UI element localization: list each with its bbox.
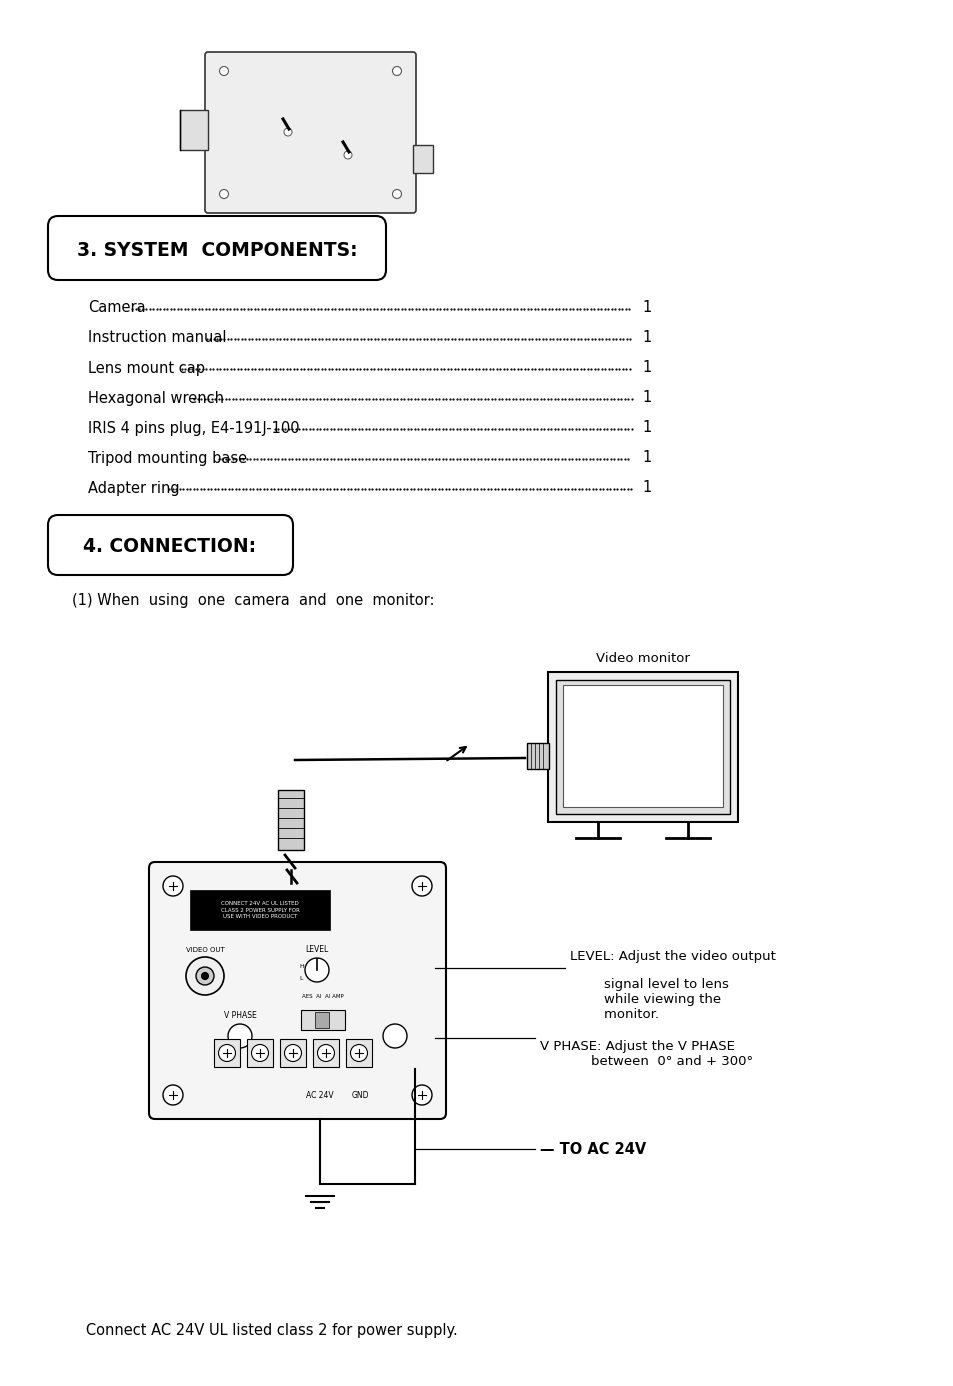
Circle shape	[317, 1045, 335, 1062]
Circle shape	[344, 151, 352, 159]
Circle shape	[218, 1045, 235, 1062]
Circle shape	[350, 1045, 367, 1062]
Text: IRIS 4 pins plug, E4-191J-100: IRIS 4 pins plug, E4-191J-100	[88, 420, 299, 435]
Text: Tripod mounting base: Tripod mounting base	[88, 450, 247, 466]
Text: 1: 1	[641, 330, 651, 345]
Text: V PHASE: V PHASE	[223, 1012, 256, 1020]
Text: 1: 1	[641, 360, 651, 376]
Circle shape	[186, 956, 224, 995]
Bar	[413, 146, 433, 173]
Text: while viewing the: while viewing the	[569, 992, 720, 1006]
FancyBboxPatch shape	[48, 216, 386, 280]
Text: Hexagonal wrench: Hexagonal wrench	[88, 391, 224, 406]
Circle shape	[201, 973, 209, 980]
Circle shape	[163, 876, 183, 895]
Text: (1) When  using  one  camera  and  one  monitor:: (1) When using one camera and one monito…	[71, 592, 434, 607]
Text: V PHASE: Adjust the V PHASE: V PHASE: Adjust the V PHASE	[539, 1040, 734, 1053]
Text: Connect AC 24V UL listed class 2 for power supply.: Connect AC 24V UL listed class 2 for pow…	[71, 1322, 457, 1337]
Bar	[213, 1040, 240, 1067]
Text: L: L	[298, 976, 302, 980]
Bar	[562, 685, 722, 807]
Bar	[547, 672, 738, 822]
Text: AC 24V: AC 24V	[306, 1091, 334, 1100]
FancyBboxPatch shape	[149, 862, 446, 1119]
Text: LEVEL: LEVEL	[305, 945, 328, 955]
Bar	[190, 890, 330, 930]
Circle shape	[219, 190, 229, 198]
Text: LEVEL: Adjust the video output: LEVEL: Adjust the video output	[569, 949, 775, 963]
Text: CONNECT 24V AC UL LISTED
CLASS 2 POWER SUPPLY FOR
USE WITH VIDEO PRODUCT: CONNECT 24V AC UL LISTED CLASS 2 POWER S…	[220, 901, 299, 919]
FancyBboxPatch shape	[205, 53, 416, 213]
Text: monitor.: monitor.	[569, 1008, 659, 1021]
Circle shape	[392, 67, 401, 75]
Bar	[277, 790, 304, 850]
Text: 1: 1	[641, 450, 651, 466]
Circle shape	[219, 67, 229, 75]
Bar	[301, 1010, 345, 1030]
Circle shape	[412, 876, 432, 895]
FancyBboxPatch shape	[48, 516, 293, 575]
Circle shape	[305, 958, 329, 983]
Bar	[346, 1040, 372, 1067]
Text: Lens mount cap: Lens mount cap	[88, 360, 205, 376]
Text: — TO AC 24V: — TO AC 24V	[539, 1142, 645, 1156]
Text: 3. SYSTEM  COMPONENTS:: 3. SYSTEM COMPONENTS:	[76, 241, 357, 259]
Bar	[556, 681, 729, 814]
Text: VIDEO OUT: VIDEO OUT	[186, 947, 224, 954]
Circle shape	[195, 967, 213, 985]
Text: 1: 1	[641, 391, 651, 406]
Circle shape	[252, 1045, 268, 1062]
Bar	[247, 1040, 273, 1067]
Text: 1: 1	[641, 301, 651, 316]
Text: 4. CONNECTION:: 4. CONNECTION:	[83, 538, 256, 557]
Circle shape	[284, 1045, 301, 1062]
Text: Video monitor: Video monitor	[596, 651, 689, 664]
Text: 1: 1	[641, 481, 651, 496]
Circle shape	[228, 1024, 252, 1048]
Text: AES  AI  AI AMP: AES AI AI AMP	[302, 994, 343, 999]
Text: H: H	[298, 963, 303, 969]
Bar	[313, 1040, 338, 1067]
Circle shape	[412, 1085, 432, 1105]
Text: Camera: Camera	[88, 301, 146, 316]
Bar	[280, 1040, 306, 1067]
Bar	[180, 109, 208, 150]
Circle shape	[163, 1085, 183, 1105]
Bar	[314, 1012, 329, 1028]
Text: between  0° and + 300°: between 0° and + 300°	[539, 1055, 752, 1069]
Circle shape	[392, 190, 401, 198]
Text: 1: 1	[641, 420, 651, 435]
Circle shape	[382, 1024, 407, 1048]
Text: signal level to lens: signal level to lens	[569, 979, 728, 991]
Text: Adapter ring: Adapter ring	[88, 481, 179, 496]
Circle shape	[284, 128, 292, 136]
Bar	[526, 743, 548, 769]
Text: GND: GND	[351, 1091, 369, 1100]
Text: Instruction manual: Instruction manual	[88, 330, 226, 345]
